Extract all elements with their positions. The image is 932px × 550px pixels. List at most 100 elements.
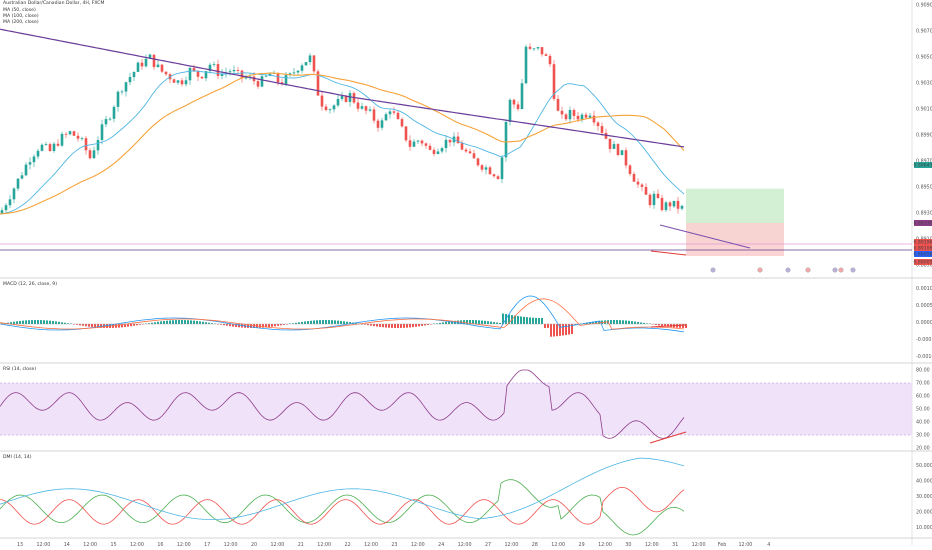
candle-body	[512, 99, 516, 105]
candle-body	[20, 175, 24, 179]
time-axis-label: 12:00	[738, 542, 752, 548]
candle-body	[644, 186, 648, 195]
candle-body	[596, 122, 600, 127]
macd-histogram-bar	[682, 324, 684, 328]
macd-histogram-bar	[310, 320, 312, 324]
macd-histogram-bar	[217, 324, 219, 325]
rsi-band	[0, 383, 912, 435]
candle-body	[624, 150, 628, 166]
macd-histogram-bar	[334, 320, 336, 324]
candle-body	[44, 144, 48, 145]
macd-histogram-bar	[193, 320, 195, 324]
macd-histogram-bar	[88, 324, 90, 327]
candle-body	[484, 167, 488, 170]
macd-histogram-bar	[559, 324, 561, 336]
rsi-tick-label: 50.00	[916, 407, 930, 413]
macd-histogram-bar	[517, 316, 519, 324]
candle-body	[48, 144, 52, 152]
candle-body	[16, 178, 20, 189]
candle-body	[300, 65, 304, 71]
macd-histogram-bar	[136, 324, 138, 326]
macd-tick-label: 0.00000	[916, 320, 932, 326]
time-axis-label: 12:00	[458, 542, 472, 548]
candle-body	[388, 111, 392, 115]
candle-body	[572, 109, 576, 116]
candle-body	[668, 202, 672, 207]
macd-histogram-bar	[121, 324, 123, 328]
macd-histogram-bar	[22, 320, 24, 324]
price-badge	[914, 239, 932, 245]
macd-histogram-bar	[178, 320, 180, 324]
candle-body	[124, 82, 128, 92]
candle-body	[52, 143, 56, 152]
candle-body	[320, 95, 324, 107]
candle-body	[672, 200, 676, 207]
candle-body	[188, 67, 192, 81]
candle-body	[80, 138, 84, 139]
macd-histogram-bar	[367, 324, 369, 326]
macd-histogram-bar	[685, 324, 687, 328]
macd-histogram-bar	[94, 324, 96, 328]
rsi-tick-label: 70.00	[916, 381, 930, 387]
candle-body	[292, 72, 296, 74]
time-axis-label: 29	[579, 542, 585, 548]
time-axis-label: 12:00	[177, 542, 191, 548]
macd-histogram-bar	[574, 324, 576, 325]
candle-body	[332, 105, 336, 110]
macd-histogram-bar	[481, 320, 483, 324]
macd-histogram-bar	[643, 322, 645, 324]
macd-histogram-bar	[139, 324, 141, 325]
candle-body	[636, 181, 640, 185]
macd-histogram-bar	[490, 321, 492, 324]
rsi-tick-label: 20.00	[916, 446, 930, 452]
macd-histogram-bar	[229, 324, 231, 327]
candle-body	[160, 64, 164, 72]
macd-histogram-bar	[316, 320, 318, 324]
macd-histogram-bar	[73, 324, 75, 325]
macd-line	[0, 295, 685, 333]
macd-histogram-bar	[397, 324, 399, 328]
time-axis-label: 12:00	[364, 542, 378, 548]
dmi-minus-line	[0, 486, 685, 525]
macd-histogram-bar	[436, 323, 438, 324]
macd-histogram-bar	[118, 324, 120, 328]
candle-body	[500, 157, 504, 180]
macd-histogram-bar	[16, 321, 18, 324]
dmi-label: DMI (14, 14)	[3, 455, 32, 460]
candle-body	[528, 46, 532, 49]
macd-histogram-bar	[190, 320, 192, 324]
candle-body	[212, 64, 216, 65]
macd-histogram-bar	[301, 321, 303, 324]
candle-body	[652, 193, 656, 206]
macd-histogram-bar	[49, 320, 51, 324]
candle-body	[308, 55, 312, 63]
candle-body	[540, 47, 544, 55]
dmi-tick-label: 30.0000	[916, 494, 932, 500]
macd-histogram-bar	[148, 323, 150, 324]
candle-body	[32, 156, 36, 163]
macd-histogram-bar	[391, 324, 393, 328]
candle-body	[504, 121, 508, 158]
macd-histogram-bar	[106, 324, 108, 328]
macd-histogram-bar	[238, 324, 240, 328]
macd-histogram-bar	[376, 324, 378, 327]
macd-histogram-bar	[430, 324, 432, 325]
price-badge	[914, 162, 932, 168]
macd-histogram-bar	[31, 320, 33, 324]
event-marker	[757, 267, 763, 273]
ma200-line	[0, 28, 685, 148]
macd-histogram-bar	[532, 317, 534, 324]
macd-histogram-bar	[142, 324, 144, 325]
price-badge	[914, 220, 932, 226]
macd-histogram-bar	[19, 320, 21, 324]
macd-histogram-bar	[232, 324, 234, 327]
rsi-line	[0, 369, 685, 439]
macd-histogram-bar	[223, 324, 225, 326]
candle-body	[472, 153, 476, 159]
macd-histogram-bar	[388, 324, 390, 328]
candle-body	[464, 149, 468, 152]
candle-body	[296, 70, 300, 73]
candle-body	[40, 144, 44, 151]
